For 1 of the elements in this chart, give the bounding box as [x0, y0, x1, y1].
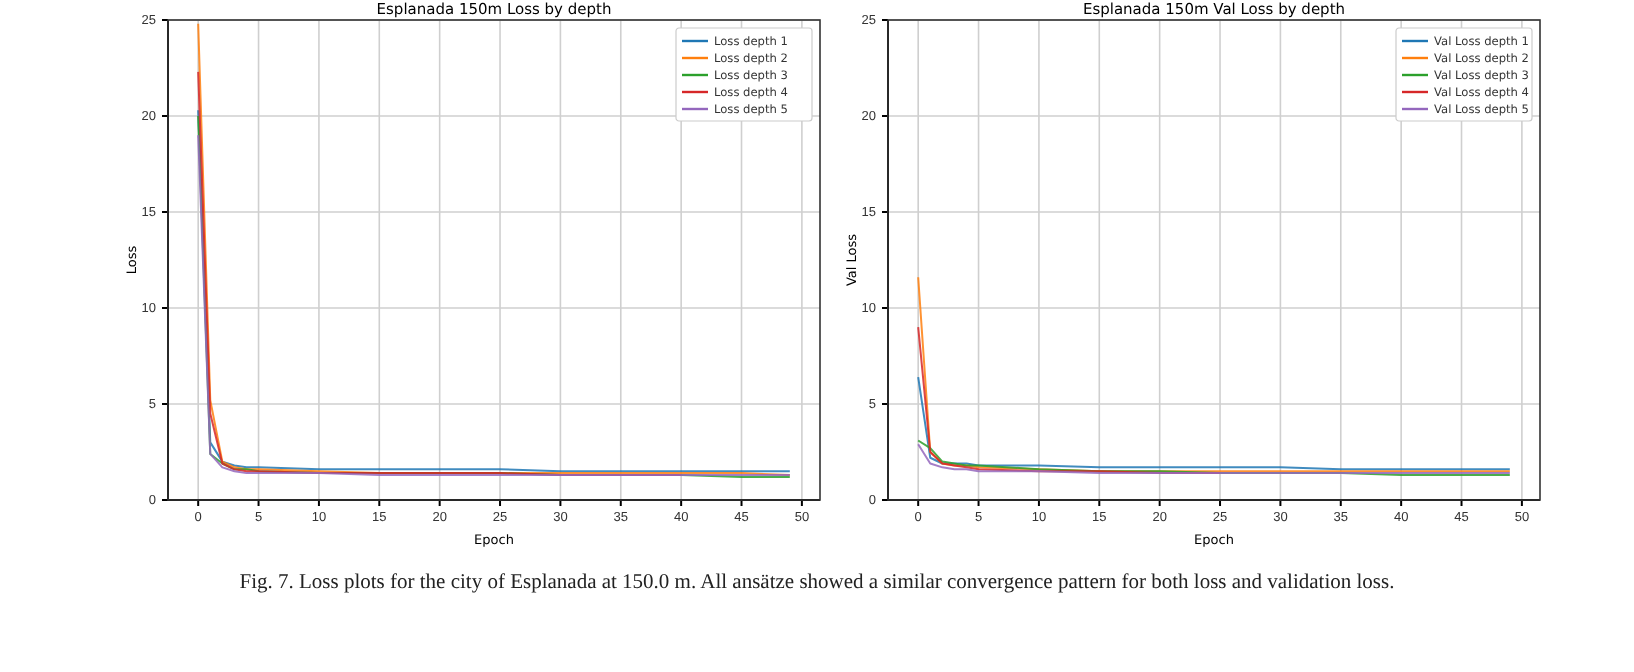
caption: Fig. 7. Loss plots for the city of Esplanada at 150.0 m. All ansätze showed a similar convergence pattern for both loss and validation loss.: [237, 572, 1397, 594]
